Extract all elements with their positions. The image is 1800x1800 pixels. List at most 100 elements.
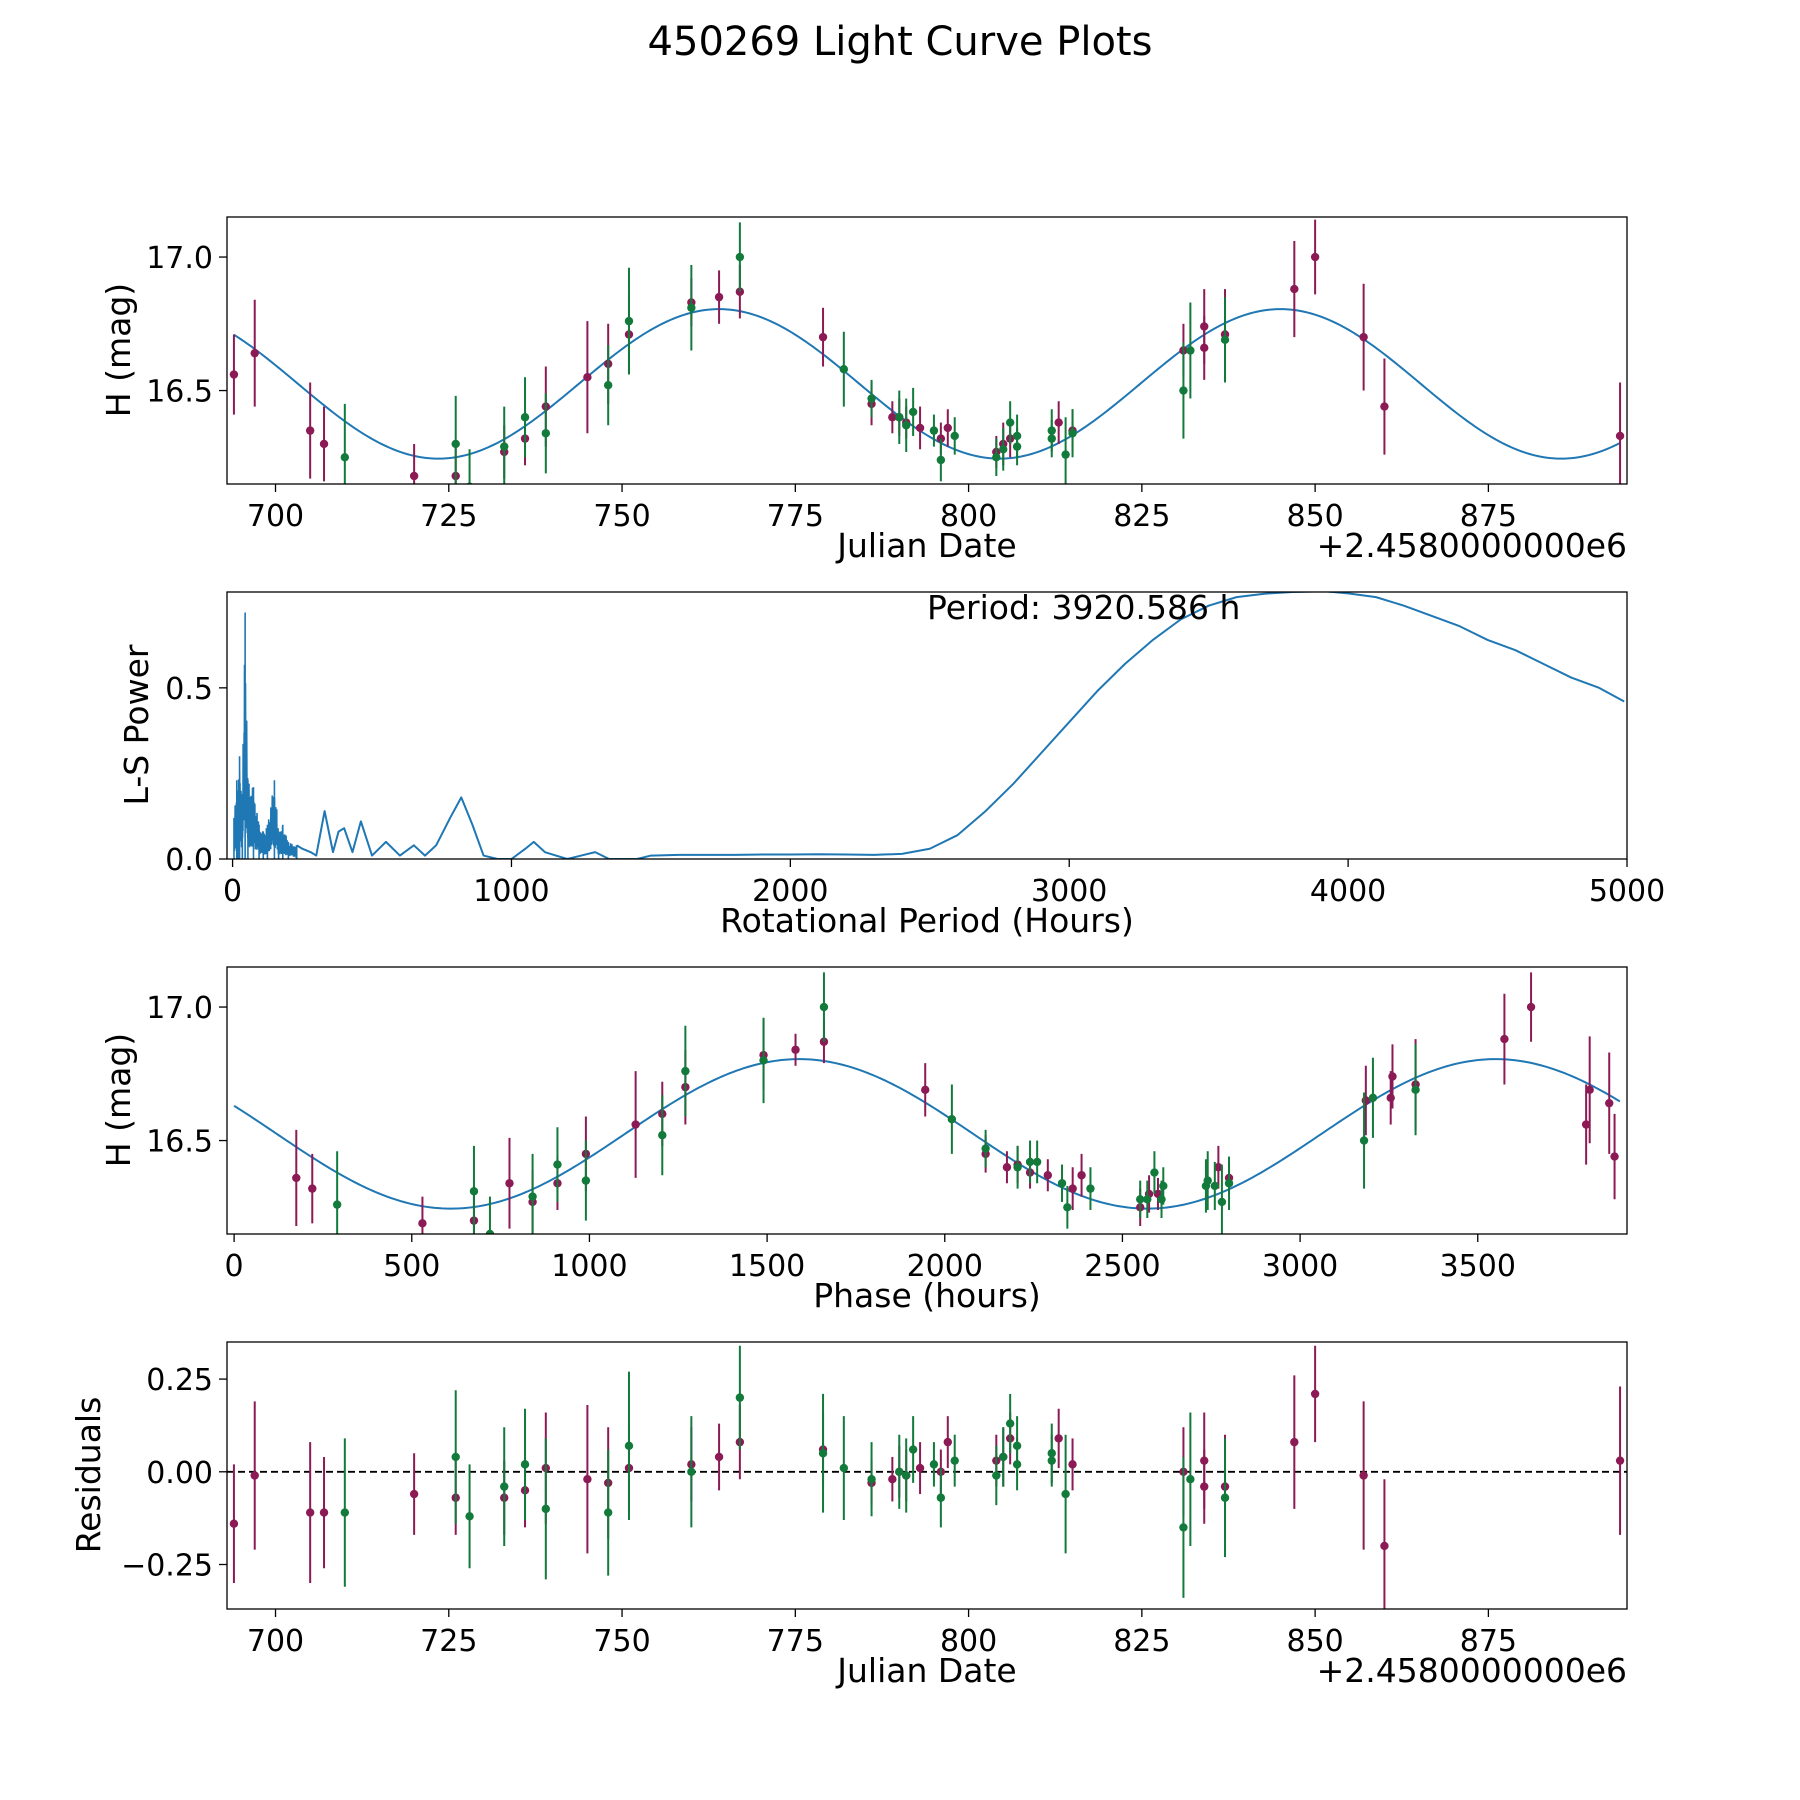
phase-folded-band-a-point <box>1500 1034 1509 1044</box>
light-curve-band-a-point <box>305 426 315 435</box>
residuals-band-b-point <box>541 1504 551 1514</box>
phase-folded-xtick-label: 1500 <box>729 1249 805 1284</box>
residuals-band-b-point <box>929 1460 939 1469</box>
residuals-band-b-point <box>936 1493 946 1502</box>
light-curve-band-b-point <box>340 453 350 462</box>
light-curve-band-b-point <box>908 407 918 417</box>
residuals-band-b-point <box>908 1445 918 1454</box>
light-curve-xtick-label: 825 <box>1113 499 1170 534</box>
periodogram-xtick-label: 5000 <box>1589 874 1665 909</box>
light-curve-band-a-point <box>409 471 419 481</box>
residuals-band-b-point <box>818 1449 828 1458</box>
residuals-xtick-label: 800 <box>940 1624 997 1659</box>
phase-folded-band-b-point <box>1224 1179 1234 1188</box>
residuals-band-b-point <box>520 1460 530 1469</box>
phase-folded-band-b-point <box>981 1144 990 1153</box>
residuals-band-a-point <box>943 1437 952 1447</box>
phase-folded-xtick-label: 3000 <box>1262 1249 1338 1284</box>
residuals-band-b-point <box>451 1452 460 1462</box>
phase-folded-band-a-point <box>292 1173 301 1183</box>
residuals-band-b-point <box>895 1467 904 1476</box>
residuals-band-b-point <box>839 1463 849 1473</box>
phase-folded-band-b-point <box>1359 1136 1369 1145</box>
phase-folded-band-b-point <box>485 1229 495 1234</box>
residuals-xtick-label: 750 <box>593 1624 650 1659</box>
residuals-xtick-label: 825 <box>1113 1624 1170 1659</box>
phase-folded-xtick-label: 3500 <box>1440 1249 1516 1284</box>
residuals-band-a-point <box>583 1475 592 1484</box>
light-curve-band-b-point <box>735 252 745 262</box>
light-curve-band-b-point <box>902 421 911 430</box>
light-curve-band-b-point <box>929 426 939 435</box>
residuals-band-b-point <box>867 1475 876 1484</box>
phase-folded-band-a-point <box>1581 1120 1591 1129</box>
periodogram-ytick-label: 0.0 <box>165 843 213 878</box>
light-curve-band-a-point <box>915 423 925 433</box>
light-curve-band-b-point <box>520 413 530 422</box>
residuals-band-a-point <box>1200 1482 1209 1491</box>
phase-folded-band-b-point <box>1159 1181 1168 1191</box>
light-curve-band-a-point <box>1359 332 1368 342</box>
phase-folded-band-b-point <box>1135 1195 1145 1204</box>
phase-folded-band-b-point <box>1217 1197 1227 1207</box>
residuals-band-a-point <box>888 1475 897 1484</box>
phase-folded-band-b-point <box>1143 1195 1152 1204</box>
light-curve-band-a-point <box>319 439 329 449</box>
panel-light-curve: 700 725 750 775 800 825 850 875 16.5 17.0 Julian … <box>99 216 1628 565</box>
phase-folded-band-a-point <box>1610 1152 1619 1161</box>
phase-folded-band-b-point <box>1063 1203 1072 1212</box>
light-curve-band-a-point <box>1310 252 1320 262</box>
residuals-band-b-point <box>687 1467 696 1476</box>
light-curve-band-a-point <box>1615 431 1625 441</box>
phase-folded-band-a-point <box>1077 1171 1086 1180</box>
light-curve-band-b-point <box>839 364 849 374</box>
phase-folded-band-a-point <box>1002 1163 1012 1172</box>
residuals-ytick-label: −0.25 <box>121 1549 213 1584</box>
residuals-band-a-point <box>319 1508 329 1517</box>
light-curve-band-b-point <box>1186 346 1195 355</box>
residuals-band-b-point <box>603 1508 613 1517</box>
light-curve-xtick-label: 850 <box>1286 499 1343 534</box>
residuals-band-a-point <box>409 1489 419 1499</box>
phase-folded-band-a-point <box>418 1219 427 1228</box>
light-curve-band-b-point <box>992 453 1001 462</box>
residuals-band-a-point <box>1615 1456 1625 1465</box>
light-curve-band-a-point <box>888 413 897 422</box>
phase-folded-band-b-point <box>528 1192 537 1201</box>
residuals-band-b-point <box>1005 1419 1015 1428</box>
phase-folded-band-b-point <box>1057 1179 1067 1188</box>
panel-residuals: 700 725 750 775 800 825 850 875 −0.25 0.00 0.25 Ju… <box>69 1341 1628 1690</box>
residuals-band-a-point <box>1310 1389 1320 1399</box>
light-curve-band-b-point <box>541 429 551 438</box>
phase-folded-band-b-point <box>1368 1093 1378 1103</box>
residuals-band-b-point <box>992 1471 1001 1480</box>
light-curve-band-a-point <box>714 292 724 302</box>
light-curve-band-b-point <box>1068 429 1077 438</box>
residuals-xtick-label: 725 <box>420 1624 477 1659</box>
residuals-band-b-point <box>999 1452 1008 1462</box>
residuals-band-b-point <box>500 1482 509 1491</box>
light-curve-band-a-point <box>1200 322 1209 331</box>
phase-folded-frame <box>226 966 1628 1235</box>
light-curve-band-b-point <box>936 455 946 465</box>
light-curve-xlabel: Julian Date <box>835 526 1017 565</box>
phase-folded-ytick-label: 16.5 <box>146 1125 213 1160</box>
light-curve-xtick-label: 750 <box>593 499 650 534</box>
residuals-ytick-label: 0.00 <box>146 1456 213 1491</box>
phase-folded-band-b-point <box>1411 1085 1420 1095</box>
phase-folded-band-b-point <box>658 1131 667 1140</box>
light-curve-ylabel: H (mag) <box>99 283 138 417</box>
light-curve-band-b-point <box>603 381 613 390</box>
residuals-xtick-label: 700 <box>247 1624 304 1659</box>
light-curve-xtick-label: 725 <box>420 499 477 534</box>
phase-folded-band-b-point <box>759 1056 768 1065</box>
phase-folded-xtick-label: 2000 <box>907 1249 983 1284</box>
phase-folded-band-a-point <box>1605 1098 1614 1108</box>
phase-folded-band-a-point <box>1043 1171 1053 1180</box>
light-curve-band-b-point <box>451 439 460 449</box>
light-curve-xtick-label: 800 <box>940 499 997 534</box>
light-curve-band-b-point <box>687 303 696 312</box>
residuals-offset-label: +2.4580000000e6 <box>1317 1651 1627 1690</box>
residuals-band-b-point <box>1179 1523 1188 1532</box>
light-curve-model-curve <box>233 308 1621 460</box>
